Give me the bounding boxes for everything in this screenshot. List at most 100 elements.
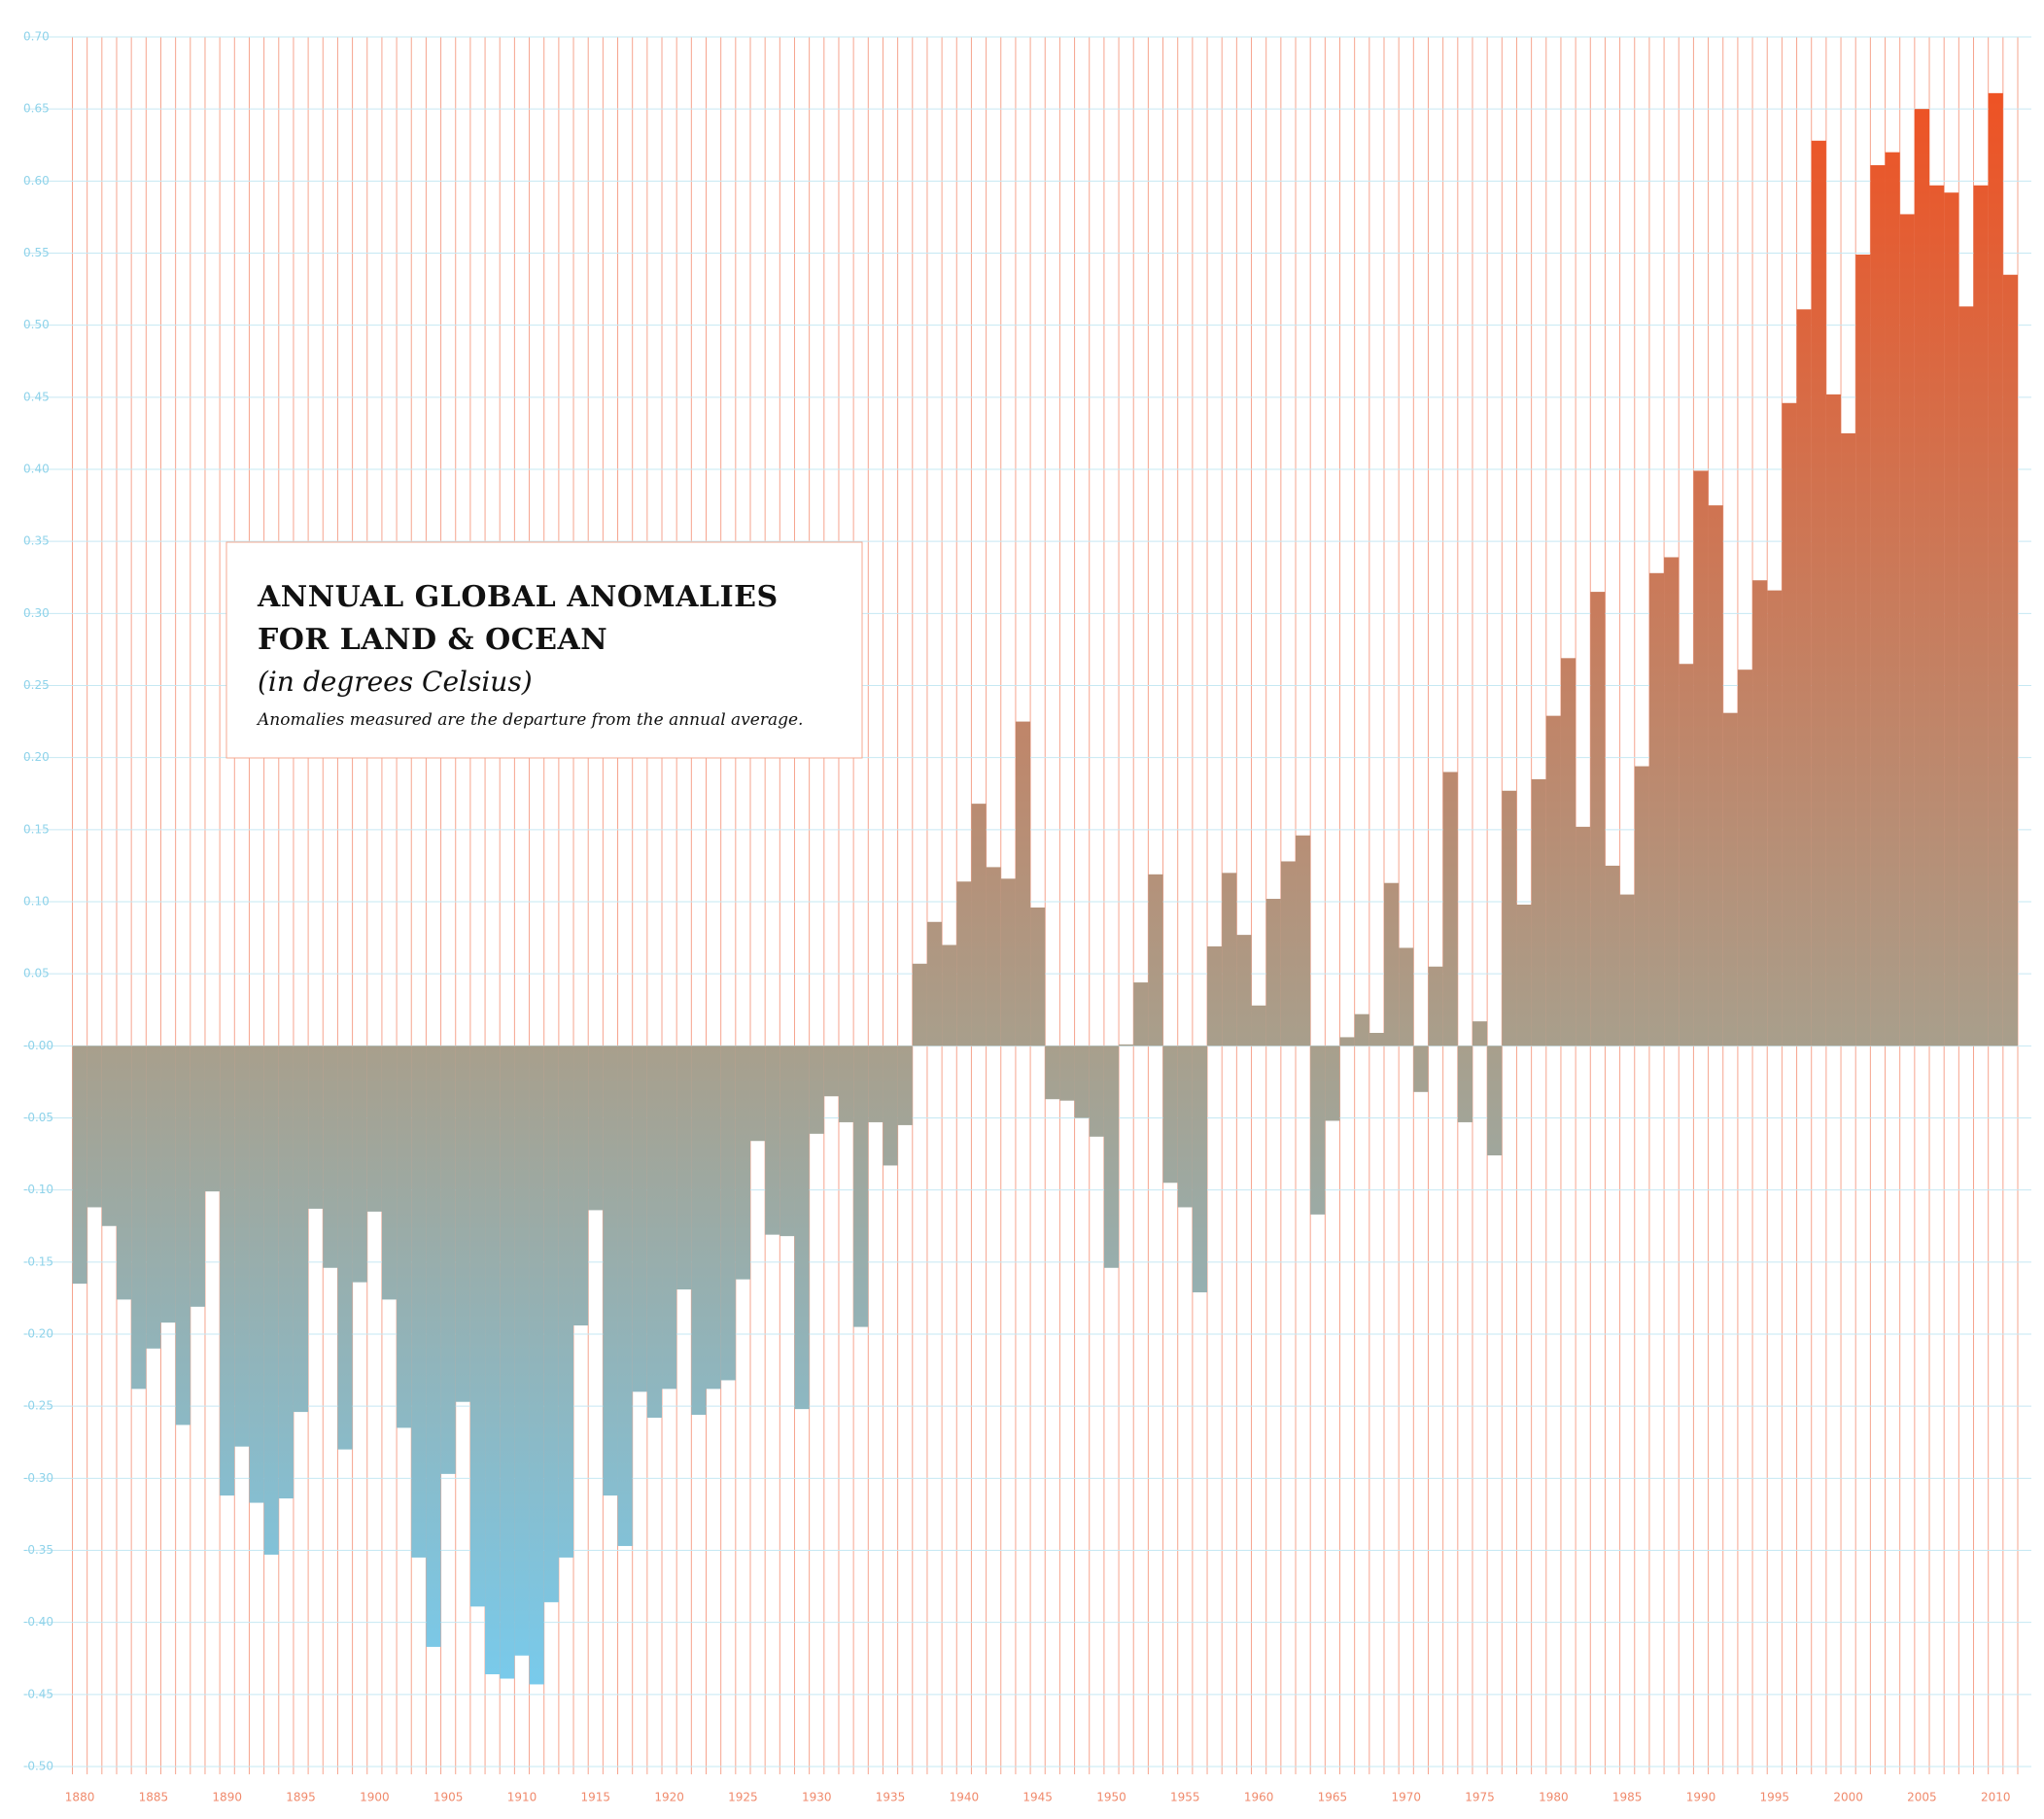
x-tick-label: 1930	[802, 1791, 832, 1804]
bar	[632, 1046, 647, 1392]
bar	[662, 1046, 677, 1390]
bar	[1368, 1032, 1384, 1047]
bar	[749, 1046, 766, 1142]
labels: 0.70 0.65 0.60 0.55 0.50 0.45 0.40 0.35 0.30 0.25…	[23, 30, 2011, 1804]
bar	[190, 1046, 205, 1307]
y-tick-label: 0.30	[23, 606, 50, 620]
bar	[588, 1046, 604, 1211]
bar	[691, 1046, 707, 1416]
bar	[971, 804, 987, 1047]
x-tick-label: 1920	[654, 1791, 684, 1804]
x-tick-label: 1885	[139, 1791, 169, 1804]
y-tick-label: -0.40	[23, 1615, 53, 1629]
title-box-bg	[225, 541, 863, 759]
bar	[116, 1046, 132, 1300]
bar	[308, 1046, 324, 1209]
bar	[366, 1046, 382, 1212]
y-tick-label: -0.05	[23, 1111, 53, 1124]
bar	[1325, 1046, 1340, 1121]
bar	[646, 1046, 663, 1419]
bar	[543, 1046, 559, 1602]
bar	[514, 1046, 530, 1656]
chart-title: FOR LAND & OCEAN	[258, 623, 607, 657]
bar	[1030, 907, 1046, 1047]
y-tick-label: 0.25	[23, 678, 50, 692]
x-tick-label: 1990	[1686, 1791, 1716, 1804]
bar	[1885, 152, 1900, 1047]
bar	[337, 1046, 353, 1450]
x-tick-label: 1975	[1465, 1791, 1495, 1804]
y-tick-label: 0.50	[23, 318, 50, 331]
x-tick-label: 1985	[1612, 1791, 1643, 1804]
bar	[868, 1046, 883, 1122]
bar	[1162, 1046, 1178, 1184]
x-tick-label: 1955	[1170, 1791, 1200, 1804]
bar	[1929, 185, 1945, 1047]
bar	[1973, 185, 1989, 1047]
bar	[323, 1046, 338, 1268]
bar	[1280, 861, 1297, 1047]
bar	[1428, 966, 1443, 1047]
bar	[809, 1046, 824, 1134]
bar	[897, 1046, 913, 1125]
chart-title: ANNUAL GLOBAL ANOMALIES	[257, 580, 779, 614]
bar	[381, 1046, 398, 1300]
bar	[175, 1046, 191, 1425]
bar	[1899, 214, 1915, 1047]
bars	[72, 92, 2018, 1685]
bar	[529, 1046, 544, 1685]
y-tick-label: 0.20	[23, 750, 50, 764]
bar	[1545, 715, 1561, 1047]
bar	[426, 1046, 441, 1647]
bar	[1000, 878, 1016, 1047]
bar	[676, 1046, 692, 1290]
bar	[1399, 947, 1414, 1047]
chart-note: Anomalies measured are the departure fro…	[256, 710, 803, 730]
y-tick-label: 0.15	[23, 822, 50, 836]
bar	[1442, 772, 1458, 1047]
bar	[603, 1046, 618, 1496]
x-tick-label: 1945	[1022, 1791, 1053, 1804]
y-tick-label: -0.35	[23, 1543, 53, 1557]
bar	[455, 1046, 470, 1402]
x-tick-label: 1940	[950, 1791, 980, 1804]
bar	[986, 867, 1001, 1047]
bar	[1619, 894, 1635, 1047]
bar	[1634, 766, 1649, 1047]
bar	[1722, 712, 1738, 1047]
bar	[1089, 1046, 1104, 1137]
bar	[1502, 790, 1517, 1047]
bar	[1133, 982, 1149, 1047]
x-tick-label: 1980	[1539, 1791, 1569, 1804]
bar	[1958, 306, 1974, 1047]
bar	[1708, 505, 1723, 1047]
chart-subtitle: (in degrees Celsius)	[258, 666, 533, 698]
bar	[293, 1046, 309, 1413]
bar	[278, 1046, 294, 1499]
bar	[1767, 590, 1783, 1047]
bar	[101, 1046, 117, 1226]
bar	[838, 1046, 854, 1122]
bar	[485, 1046, 501, 1675]
bar	[1251, 1005, 1266, 1047]
bar	[1059, 1046, 1075, 1101]
bar	[1045, 1046, 1060, 1100]
x-tick-label: 1960	[1244, 1791, 1274, 1804]
x-tick-label: 1915	[581, 1791, 611, 1804]
x-tick-label: 1925	[728, 1791, 758, 1804]
bar	[1679, 664, 1694, 1047]
y-tick-label: 0.65	[23, 102, 50, 116]
bar	[1354, 1013, 1369, 1047]
y-tick-label: 0.10	[23, 895, 50, 909]
bar	[397, 1046, 412, 1428]
y-tick-label: 0.70	[23, 30, 50, 44]
bar	[1664, 557, 1680, 1047]
bar	[1383, 882, 1400, 1047]
bar	[1177, 1046, 1193, 1208]
bar	[500, 1046, 515, 1679]
bar	[1988, 92, 2003, 1047]
x-tick-label: 2005	[1907, 1791, 1937, 1804]
bar	[1192, 1046, 1208, 1292]
y-tick-label: 0.40	[23, 463, 50, 476]
bar	[1590, 592, 1606, 1047]
